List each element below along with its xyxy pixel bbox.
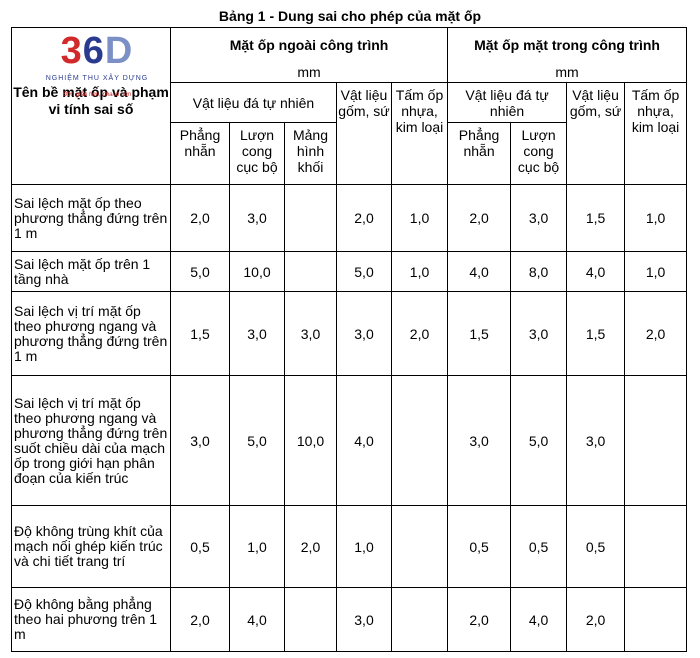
tolerance-value: 2,0 — [170, 587, 230, 652]
header-corner-label: Tên bề mặt ốp và phạm vi tính sai số — [13, 84, 169, 117]
table-row: Sai lệch mặt ốp trên 1 tầng nhà 5,0 10,0 5,… — [11, 251, 688, 292]
tolerance-value: 1,0 — [336, 505, 392, 588]
tolerance-value: 1,0 — [229, 505, 285, 588]
header-outside: Mặt ốp ngoài công trình — [169, 27, 449, 62]
tolerance-value — [624, 375, 688, 506]
tolerance-value: 1,0 — [624, 184, 688, 252]
header-plastic-inside: Tấm ốp nhựa, kim loại — [624, 82, 688, 185]
tolerance-value: 1,5 — [566, 184, 626, 252]
tolerance-value: 1,5 — [170, 291, 230, 376]
tolerance-value: 5,0 — [170, 251, 230, 292]
unit-inside: mm — [447, 61, 688, 83]
tolerance-value: 2,0 — [390, 291, 449, 376]
tolerance-value — [284, 587, 337, 652]
tolerance-value: 0,5 — [510, 505, 568, 588]
tolerance-value: 2,0 — [284, 505, 337, 588]
row-description: Sai lệch vị trí mặt ốp theo phương ngang… — [11, 291, 171, 376]
unit-outside: mm — [169, 61, 449, 83]
row-description: Độ không trùng khít của mạch nối ghép ki… — [11, 505, 171, 588]
tolerance-value: 3,0 — [229, 184, 285, 252]
tolerance-value: 1,0 — [390, 251, 449, 292]
tolerance-value: 4,0 — [510, 587, 568, 652]
tolerance-value: 8,0 — [510, 251, 568, 292]
tolerance-value: 1,5 — [447, 291, 512, 376]
logo-subtitle: NGHIỆM THU XÂY DỰNG — [45, 75, 149, 82]
header-inside: Mặt ốp mặt trong công trình — [447, 27, 688, 62]
row-description: Sai lệch mặt ốp trên 1 tầng nhà — [11, 251, 171, 292]
tolerance-value — [390, 587, 449, 652]
tolerance-value: 2,0 — [624, 291, 688, 376]
tolerance-value: 2,0 — [447, 184, 512, 252]
tolerance-value: 3,0 — [284, 291, 337, 376]
header-ceramic-outside: Vật liệu gốm, sứ — [336, 82, 392, 185]
header-plastic-outside: Tấm ốp nhựa, kim loại — [390, 82, 449, 185]
tolerance-value: 4,0 — [336, 375, 392, 506]
tolerance-value: 0,5 — [566, 505, 626, 588]
tolerance-value: 4,0 — [447, 251, 512, 292]
tolerance-value — [390, 505, 449, 588]
tolerance-value: 3,0 — [336, 291, 392, 376]
tolerance-value: 1,0 — [390, 184, 449, 252]
tolerance-value: 5,0 — [510, 375, 568, 506]
row-description: Sai lệch mặt ốp theo phương thẳng đứng t… — [11, 184, 171, 252]
table-row: Độ không trùng khít của mạch nối ghép ki… — [11, 505, 688, 588]
header-block-outside: Mảng hình khối — [284, 122, 337, 185]
tolerance-value: 3,0 — [447, 375, 512, 506]
header-corner: 36D NGHIỆM THU XÂY DỰNG Đơn giản hơn, nh… — [11, 27, 172, 185]
tolerance-value: 0,5 — [170, 505, 230, 588]
tolerance-value: 2,0 — [566, 587, 626, 652]
row-description: Độ không bằng phẳng theo hai phương trên… — [11, 587, 171, 652]
table-row: Sai lệch vị trí mặt ốp theo phương ngang… — [11, 291, 688, 376]
table-row: Sai lệch vị trí mặt ốp theo phương ngang… — [11, 375, 688, 506]
table-row: Độ không bằng phẳng theo hai phương trên… — [11, 587, 688, 652]
tolerance-table: 36D NGHIỆM THU XÂY DỰNG Đơn giản hơn, nh… — [11, 27, 688, 652]
tolerance-value: 1,0 — [624, 251, 688, 292]
tolerance-value: 4,0 — [566, 251, 626, 292]
tolerance-value: 3,0 — [170, 375, 230, 506]
header-curved-outside: Lượn cong cục bộ — [229, 122, 285, 185]
header-flat-inside: Phẳng nhẵn — [447, 122, 512, 185]
table-row: Sai lệch mặt ốp theo phương thẳng đứng t… — [11, 184, 688, 252]
tolerance-value: 10,0 — [284, 375, 337, 506]
table-title: Bảng 1 - Dung sai cho phép của mặt ốp — [218, 8, 482, 24]
tolerance-value: 2,0 — [447, 587, 512, 652]
tolerance-value: 1,5 — [566, 291, 626, 376]
tolerance-value: 0,5 — [447, 505, 512, 588]
tolerance-value — [390, 375, 449, 506]
tolerance-value: 3,0 — [510, 184, 568, 252]
tolerance-value — [284, 184, 337, 252]
tolerance-value: 3,0 — [566, 375, 626, 506]
tolerance-value: 3,0 — [510, 291, 568, 376]
header-ceramic-inside: Vật liệu gốm, sứ — [566, 82, 626, 185]
table-body: Sai lệch mặt ốp theo phương thẳng đứng t… — [11, 184, 688, 652]
tolerance-value: 4,0 — [229, 587, 285, 652]
row-description: Sai lệch vị trí mặt ốp theo phương ngang… — [11, 375, 171, 506]
logo: 36D NGHIỆM THU XÂY DỰNG Đơn giản hơn, nh… — [22, 32, 172, 98]
tolerance-value: 10,0 — [229, 251, 285, 292]
header-natural-stone-outside: Vật liệu đá tự nhiên — [170, 82, 337, 123]
header-natural-stone-inside: Vật liệu đá tự nhiên — [447, 82, 568, 123]
header-curved-inside: Lượn cong cục bộ — [510, 122, 568, 185]
tolerance-value: 5,0 — [336, 251, 392, 292]
tolerance-value: 5,0 — [229, 375, 285, 506]
tolerance-value — [624, 505, 688, 588]
logo-tagline: Đơn giản hơn, nhanh hơn — [62, 92, 132, 98]
tolerance-value: 3,0 — [336, 587, 392, 652]
tolerance-value — [624, 587, 688, 652]
tolerance-value: 2,0 — [170, 184, 230, 252]
tolerance-value: 2,0 — [336, 184, 392, 252]
tolerance-value: 3,0 — [229, 291, 285, 376]
header-flat-outside: Phẳng nhẵn — [170, 122, 230, 185]
tolerance-value — [284, 251, 337, 292]
